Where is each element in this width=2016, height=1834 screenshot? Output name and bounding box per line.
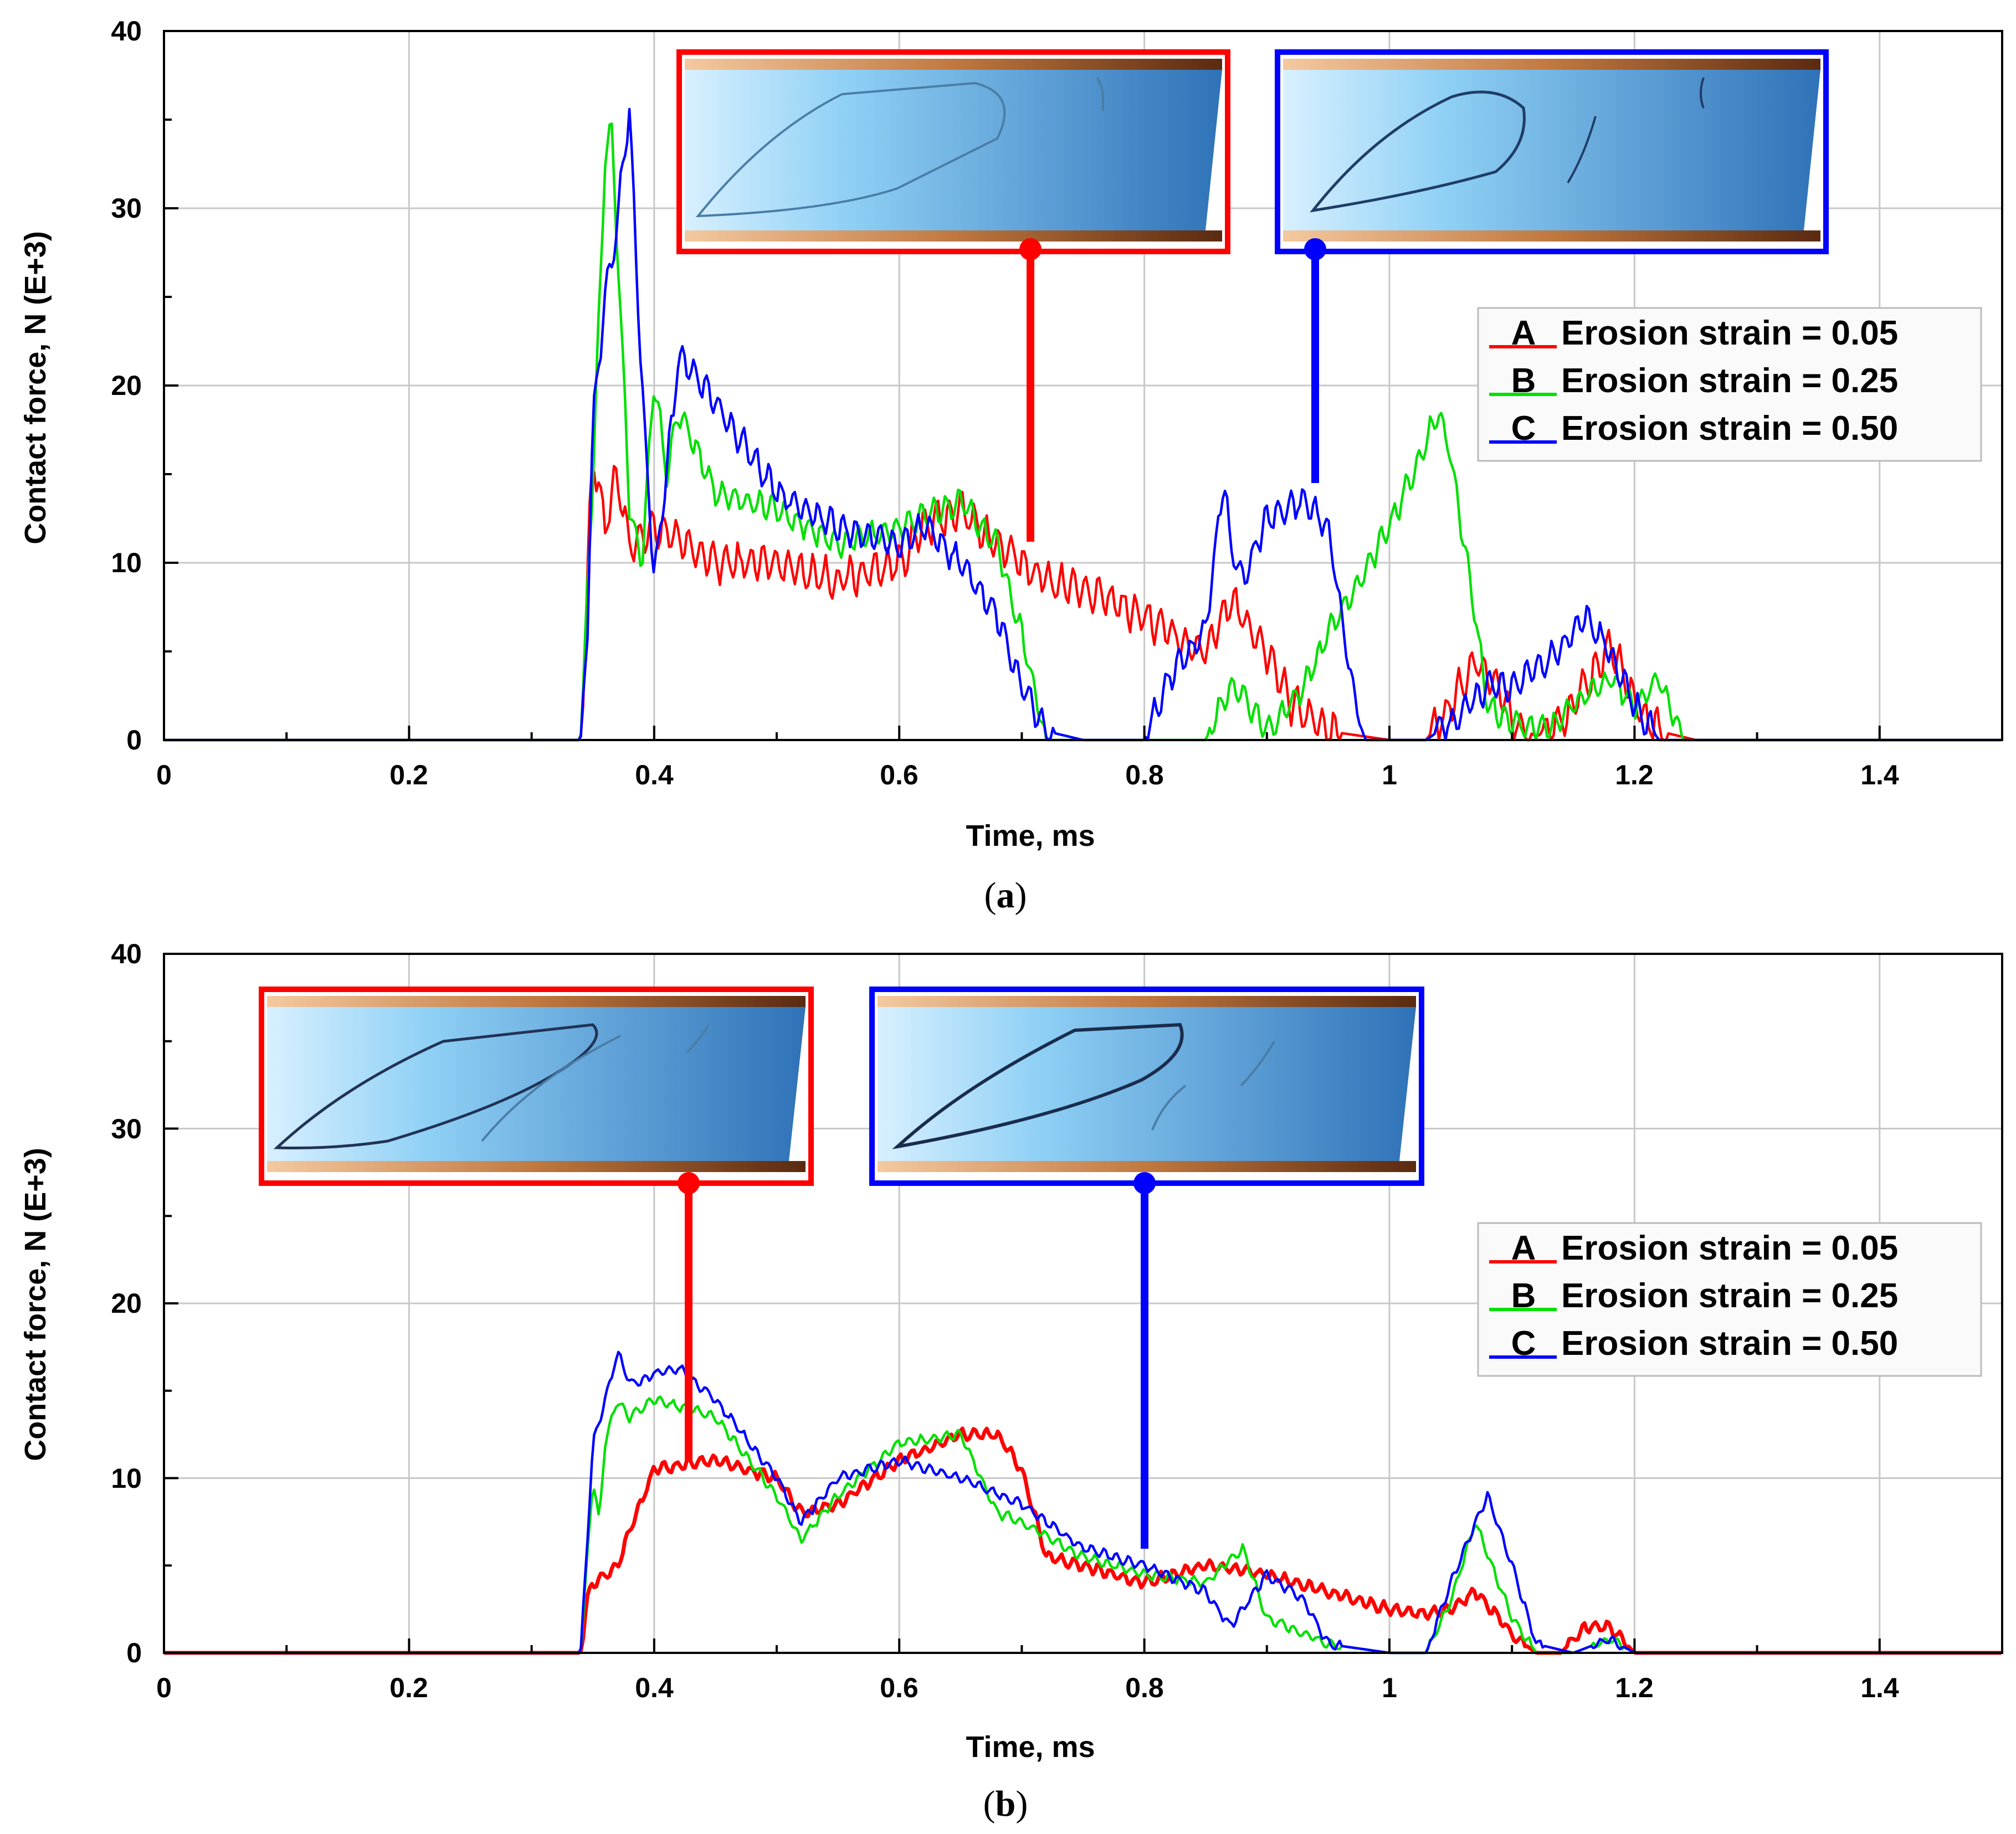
chart-a: 0 10 20 30 40 0 0.2 0.4 0.6 0.8 1 1.2 1.… xyxy=(19,16,2003,916)
legend-item-a: A Erosion strain = 0.05 xyxy=(1489,314,1898,352)
chart-b-ticks xyxy=(163,953,2003,1654)
callout-b-red-dot xyxy=(678,1172,700,1194)
x-tick-label: 0.4 xyxy=(635,1672,674,1703)
legend-item-b: B Erosion strain = 0.25 xyxy=(1489,362,1898,400)
y-tick-label: 0 xyxy=(126,1637,142,1668)
x-tick-label: 0.8 xyxy=(1125,1672,1164,1703)
x-tick-label: 0.2 xyxy=(389,1672,428,1703)
chart-b-y-tick-labels: 0 10 20 30 40 xyxy=(111,938,142,1668)
x-tick-label: 0.6 xyxy=(880,759,919,790)
x-tick-label: 0.8 xyxy=(1125,759,1164,790)
x-tick-label: 0.6 xyxy=(880,1672,919,1703)
y-tick-label: 10 xyxy=(111,1463,142,1494)
chart-b: 0 10 20 30 40 0 0.2 0.4 0.6 0.8 1 1.2 1.… xyxy=(19,938,2003,1824)
legend-item-c: C Erosion strain = 0.50 xyxy=(1489,1324,1898,1363)
callout-a-red-dot xyxy=(1019,238,1042,260)
legend-b: A Erosion strain = 0.05 B Erosion strain… xyxy=(1477,1222,1982,1377)
y-tick-label: 20 xyxy=(111,1288,142,1319)
y-axis-label: Contact force, N (E+3) xyxy=(19,1148,52,1461)
y-axis-label: Contact force, N (E+3) xyxy=(19,231,52,544)
callout-b-blue-dot xyxy=(1133,1172,1156,1194)
legend-label: Erosion strain = 0.05 xyxy=(1561,314,1898,352)
x-tick-label: 1.4 xyxy=(1860,1672,1899,1703)
chart-a-ticks xyxy=(163,30,2003,741)
legend-label: Erosion strain = 0.50 xyxy=(1561,409,1898,448)
legend-letter: A xyxy=(1511,314,1536,352)
inset-image-a-red xyxy=(676,49,1230,254)
legend-label: Erosion strain = 0.25 xyxy=(1561,362,1898,400)
y-tick-label: 10 xyxy=(111,547,142,578)
x-tick-label: 1.2 xyxy=(1615,759,1654,790)
legend-letter: B xyxy=(1511,362,1536,400)
legend-label: Erosion strain = 0.05 xyxy=(1561,1229,1898,1267)
legend-letter: C xyxy=(1511,1324,1536,1363)
callout-a-blue-dot xyxy=(1304,238,1326,260)
y-tick-label: 0 xyxy=(126,725,142,756)
y-tick-label: 30 xyxy=(111,193,142,224)
x-tick-label: 1 xyxy=(1382,1672,1397,1703)
legend-item-b: B Erosion strain = 0.25 xyxy=(1489,1277,1898,1315)
x-tick-label: 1 xyxy=(1382,759,1397,790)
caption-letter: a xyxy=(997,875,1015,916)
legend-letter: A xyxy=(1511,1229,1536,1267)
series-line-b xyxy=(164,1395,2002,1655)
y-tick-label: 30 xyxy=(111,1113,142,1144)
y-tick-label: 20 xyxy=(111,370,142,401)
inset-image-a-blue xyxy=(1275,49,1829,254)
y-tick-label: 40 xyxy=(111,938,142,969)
caption-letter: b xyxy=(996,1784,1016,1824)
legend-letter: B xyxy=(1511,1277,1536,1315)
chart-b-series xyxy=(164,1350,2002,1655)
x-tick-label: 0.2 xyxy=(389,759,428,790)
x-tick-label: 1.2 xyxy=(1615,1672,1654,1703)
series-line-c xyxy=(164,1350,2002,1655)
legend-label: Erosion strain = 0.50 xyxy=(1561,1324,1898,1363)
series-line-a xyxy=(164,1426,2002,1655)
x-axis-label: Time, ms xyxy=(966,1730,1095,1764)
chart-a-y-tick-labels: 0 10 20 30 40 xyxy=(111,16,142,756)
legend-a: A Erosion strain = 0.05 B Erosion strain… xyxy=(1477,307,1982,462)
legend-item-a: A Erosion strain = 0.05 xyxy=(1489,1229,1898,1267)
chart-a-x-tick-labels: 0 0.2 0.4 0.6 0.8 1 1.2 1.4 xyxy=(156,759,1899,790)
series-line-a xyxy=(164,465,2002,742)
x-tick-label: 1.4 xyxy=(1860,759,1899,790)
caption-b: (b) xyxy=(983,1784,1028,1824)
caption-a: (a) xyxy=(984,875,1027,916)
chart-b-x-tick-labels: 0 0.2 0.4 0.6 0.8 1 1.2 1.4 xyxy=(156,1672,1899,1703)
inset-image-b-red xyxy=(259,987,814,1186)
x-axis-label: Time, ms xyxy=(966,819,1095,852)
x-tick-label: 0.4 xyxy=(635,759,674,790)
inset-image-b-blue xyxy=(869,987,1424,1186)
legend-letter: C xyxy=(1511,409,1536,448)
legend-label: Erosion strain = 0.25 xyxy=(1561,1277,1898,1315)
x-tick-label: 0 xyxy=(156,1672,172,1703)
legend-item-c: C Erosion strain = 0.50 xyxy=(1489,409,1898,448)
y-tick-label: 40 xyxy=(111,16,142,47)
x-tick-label: 0 xyxy=(156,759,172,790)
